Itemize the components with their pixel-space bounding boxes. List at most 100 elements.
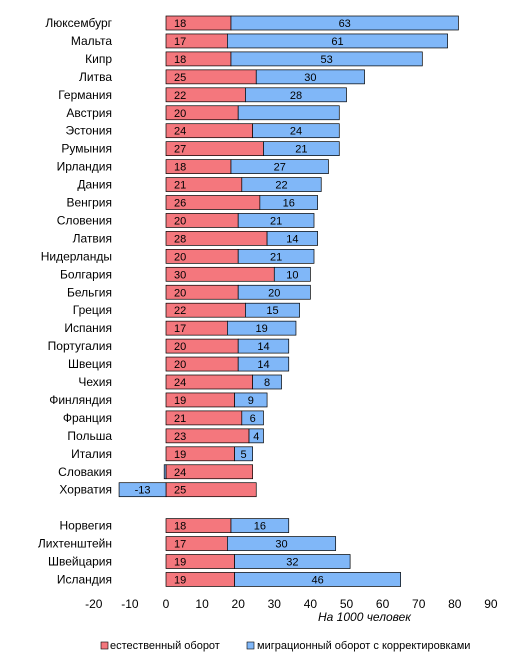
bar-migration — [234, 392, 268, 408]
data-label-migration: 6 — [250, 413, 256, 425]
data-label-migration: 15 — [266, 305, 278, 317]
data-label-natural: 19 — [174, 395, 186, 407]
category-label: Словения — [57, 213, 112, 227]
x-tick-label: -20 — [85, 597, 103, 611]
bar-migration — [237, 356, 290, 372]
data-label-migration: 20 — [268, 287, 280, 299]
category-label: Ирландия — [57, 160, 112, 174]
data-label-natural: 17 — [174, 36, 186, 48]
bar-migration — [245, 302, 300, 318]
legend-label-migration: миграционный оборот с корректировками — [257, 640, 470, 652]
data-label-migration: 28 — [290, 90, 302, 102]
category-label: Болгария — [60, 267, 112, 281]
x-tick-label: 70 — [412, 597, 426, 611]
data-label-migration: 4 — [253, 431, 259, 443]
data-label-natural: 20 — [174, 359, 186, 371]
data-label-migration: 21 — [270, 215, 282, 227]
category-label: Венгрия — [66, 196, 112, 210]
bar-migration — [163, 464, 167, 480]
category-label: Кипр — [85, 52, 112, 66]
data-label-natural: 19 — [174, 574, 186, 586]
category-label: Швеция — [68, 357, 112, 371]
category-label: Румыния — [61, 142, 112, 156]
data-label-migration: 8 — [264, 377, 270, 389]
category-label: Дания — [77, 178, 112, 192]
bar-migration — [266, 231, 318, 246]
data-label-natural: 18 — [174, 18, 186, 30]
data-label-natural: 19 — [174, 557, 186, 569]
bar-migration — [241, 410, 264, 426]
data-label-natural: 22 — [174, 90, 186, 102]
category-label: Норвегия — [59, 519, 112, 533]
category-label: Чехия — [78, 375, 112, 389]
data-label-migration: 19 — [256, 323, 268, 335]
category-label: Лихтенштейн — [38, 537, 112, 551]
category-label: Франция — [63, 411, 112, 425]
category-label: Нидерланды — [41, 249, 112, 263]
data-label-natural: 20 — [174, 108, 186, 120]
data-label-natural: 27 — [174, 144, 186, 156]
data-label-natural: 20 — [174, 251, 186, 263]
bar-migration — [230, 518, 290, 533]
x-tick-label: 90 — [484, 597, 498, 611]
category-label: Греция — [73, 303, 112, 317]
bar-migration — [263, 141, 340, 156]
bar-migration — [230, 159, 329, 174]
bar-migration — [248, 428, 264, 444]
category-label: Бельгия — [67, 285, 112, 299]
data-label-natural: 21 — [174, 413, 186, 425]
x-axis-ticks: -20 -10 0 10 20 30 40 50 60 70 80 90 — [85, 597, 498, 611]
data-label-natural: 17 — [174, 539, 186, 551]
data-label-natural: 17 — [174, 323, 186, 335]
data-label-natural: 24 — [174, 126, 186, 138]
data-label-migration: 63 — [339, 18, 351, 30]
bar-migration — [237, 338, 290, 354]
bar-migration — [255, 69, 365, 85]
data-label-natural: 28 — [174, 233, 186, 245]
data-label-natural: 20 — [174, 287, 186, 299]
category-label: Польша — [67, 429, 112, 443]
bar-migration — [227, 536, 337, 551]
bar-migration — [252, 374, 282, 390]
bar-migration — [234, 554, 351, 569]
x-tick-label: 60 — [376, 597, 390, 611]
data-label-migration: 10 — [286, 269, 298, 281]
x-tick-label: 40 — [304, 597, 318, 611]
data-label-migration: 61 — [331, 36, 343, 48]
data-label-migration: 46 — [311, 574, 323, 586]
bar-migration — [237, 213, 315, 228]
data-label-migration: -13 — [135, 485, 151, 497]
x-tick-label: 80 — [448, 597, 462, 611]
bar-migration — [234, 572, 401, 587]
data-label-migration: 5 — [241, 449, 247, 461]
unit-note: На 1000 человек — [318, 610, 412, 624]
data-label-natural: 21 — [174, 180, 186, 192]
data-label-migration: 14 — [257, 341, 269, 353]
data-label-natural: 24 — [174, 377, 186, 389]
bar-migration — [234, 446, 253, 462]
data-label-natural: 18 — [174, 521, 186, 533]
category-label: Исландия — [57, 572, 112, 586]
x-tick-label: 50 — [340, 597, 354, 611]
data-label-natural: 20 — [174, 341, 186, 353]
data-label-natural: 25 — [174, 485, 186, 497]
category-label: Люксембург — [45, 16, 112, 30]
data-label-migration: 14 — [257, 359, 269, 371]
data-label-migration: 14 — [286, 233, 298, 245]
legend-label-natural: естественный оборот — [110, 640, 220, 652]
data-label-migration: 21 — [295, 144, 307, 156]
bar-migration — [118, 482, 167, 498]
bar-migration — [245, 87, 347, 103]
legend-swatch-natural — [100, 641, 109, 650]
data-label-migration: 21 — [270, 251, 282, 263]
category-labels: Люксембург Мальта Кипр Литва Германия Австрия… — [38, 16, 113, 586]
data-label-natural: 20 — [174, 215, 186, 227]
data-label-migration: 27 — [274, 162, 286, 174]
category-label: Словакия — [58, 465, 112, 479]
category-label: Эстония — [66, 124, 113, 138]
x-tick-label: 0 — [163, 597, 170, 611]
bar-migration — [237, 105, 340, 121]
category-label: Италия — [71, 447, 112, 461]
category-label: Германия — [58, 88, 112, 102]
data-label-natural: 30 — [174, 269, 186, 281]
